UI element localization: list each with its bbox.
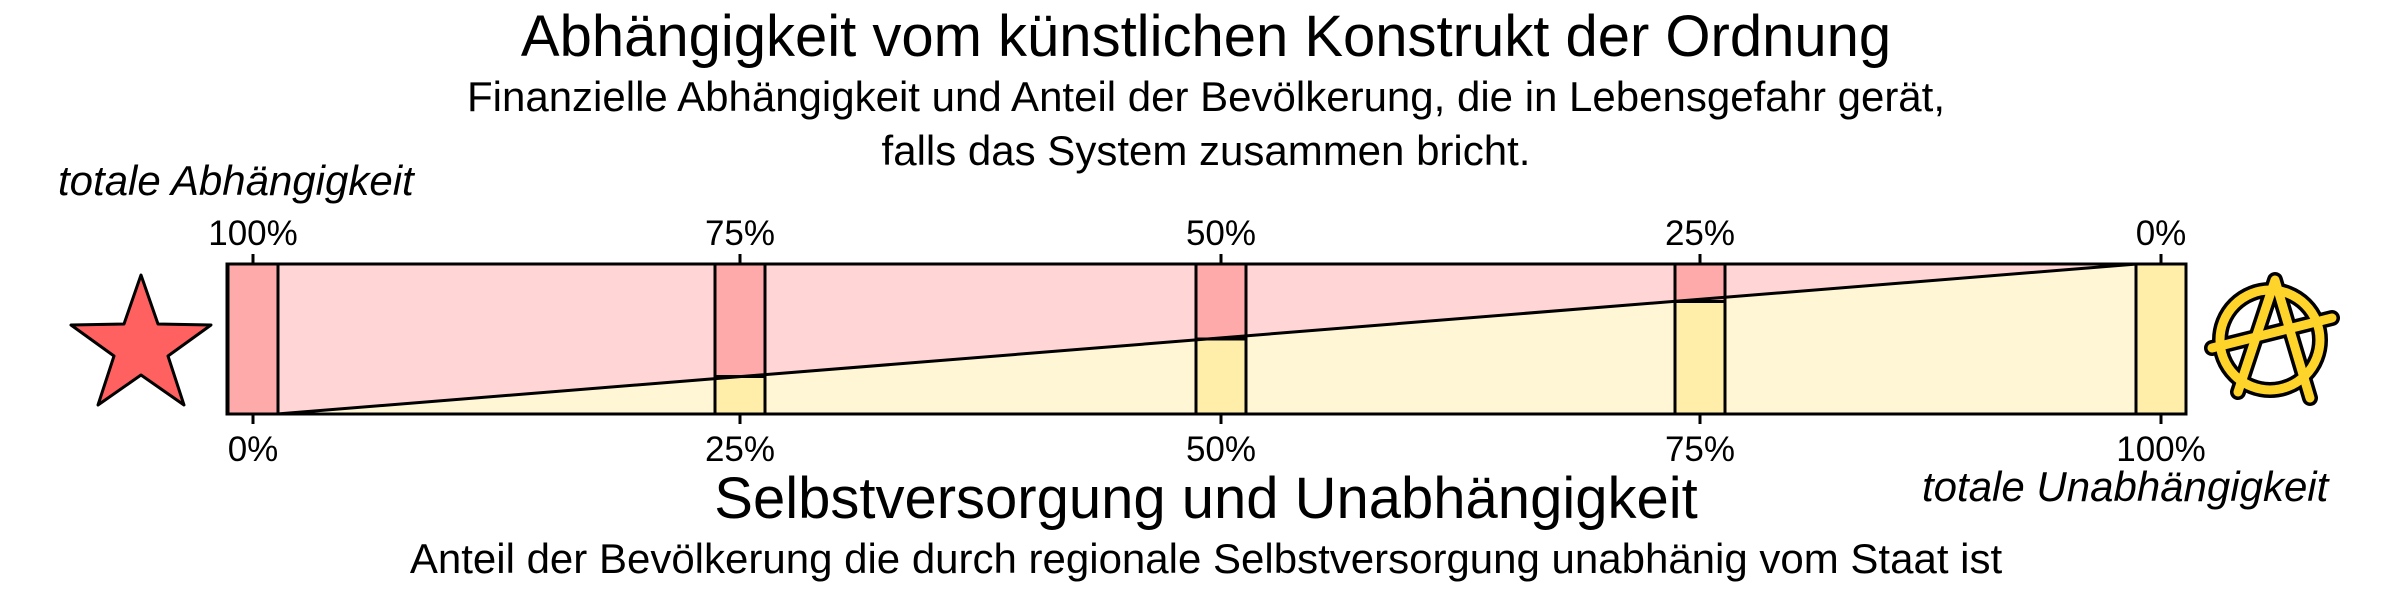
level-marker-0: [226, 254, 280, 424]
bottom-tick-label: 0%: [227, 430, 279, 469]
anarchy-symbol-icon: [2204, 272, 2340, 406]
subtitle-line-2: falls das System zusammen bricht.: [881, 127, 1531, 174]
bottom-tick-label: 75%: [1664, 430, 1736, 469]
bottom-title: Selbstversorgung und Unabhängigkeit: [714, 466, 1698, 531]
top-tick-label: 100%: [208, 214, 298, 253]
level-marker-25: [713, 254, 767, 424]
bottom-description: Anteil der Bevölkerung die durch regiona…: [409, 535, 2003, 582]
dependence-marker-segment: [1194, 262, 1248, 341]
right-extreme-label: totale Unabhängigkeit: [1922, 463, 2329, 510]
dependence-marker-segment: [713, 262, 767, 378]
red-star-icon: [69, 273, 213, 407]
independence-marker-segment: [2134, 262, 2188, 416]
bottom-tick-label: 100%: [2116, 430, 2206, 469]
independence-marker-segment: [713, 375, 767, 416]
subtitle-line-1: Finanzielle Abhängigkeit und Anteil der …: [466, 73, 1946, 120]
bottom-tick-label: 50%: [1185, 430, 1257, 469]
top-tick-label: 50%: [1185, 214, 1257, 253]
level-marker-50: [1194, 254, 1248, 424]
diagram-title: Abhängigkeit vom künstlichen Konstrukt d…: [520, 4, 1892, 69]
left-extreme-label: totale Abhängigkeit: [58, 157, 414, 204]
independence-marker-segment: [1673, 300, 1727, 416]
level-marker-75: [1673, 254, 1727, 424]
level-marker-100: [2134, 254, 2188, 424]
top-tick-label: 0%: [2135, 214, 2187, 253]
top-tick-label: 75%: [704, 214, 776, 253]
dependence-divider-line: [276, 262, 2138, 416]
top-tick-label: 25%: [1664, 214, 1736, 253]
dependence-marker-segment: [226, 262, 280, 416]
diagram-frame: [225, 262, 2188, 416]
independence-marker-segment: [1194, 337, 1248, 416]
bottom-tick-label: 25%: [704, 430, 776, 469]
dependence-marker-segment: [1673, 262, 1727, 303]
